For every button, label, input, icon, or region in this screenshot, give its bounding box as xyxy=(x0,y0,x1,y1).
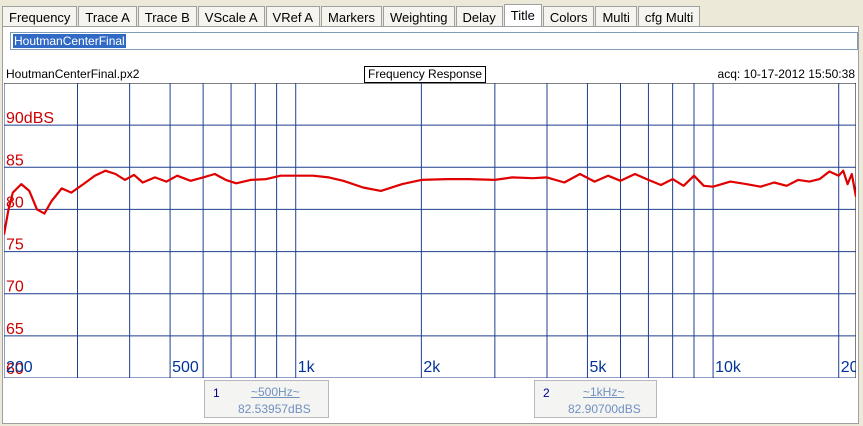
tab-colors[interactable]: Colors xyxy=(542,6,595,27)
tab-vscale-a[interactable]: VScale A xyxy=(197,6,265,27)
marker-1-number: 1 xyxy=(213,386,220,400)
chart-title: Frequency Response xyxy=(364,66,487,83)
tab-trace-a[interactable]: Trace A xyxy=(78,6,137,27)
tab-bar: Frequency Trace A Trace B VScale A VRef A Mar… xyxy=(2,4,701,27)
marker-2-value: 82.90700dBS xyxy=(568,402,641,416)
title-input[interactable]: HoutmanCenterFinal xyxy=(10,32,858,50)
marker-1-box[interactable]: 1 ~500Hz~ 82.53957dBS xyxy=(204,380,329,418)
title-input-text: HoutmanCenterFinal xyxy=(13,34,126,48)
tab-multi[interactable]: Multi xyxy=(595,6,637,27)
x-tick-label: 1k xyxy=(298,359,316,376)
marker-1-value: 82.53957dBS xyxy=(238,402,311,416)
x-tick-label: 2k xyxy=(423,359,441,376)
x-tick-label: 5k xyxy=(589,359,607,376)
x-tick-label: 20k xyxy=(841,359,856,376)
x-tick-label: 200 xyxy=(6,359,33,376)
tab-vref-a[interactable]: VRef A xyxy=(265,6,321,27)
y-tick-label: 90dBS xyxy=(6,110,54,127)
tab-frequency[interactable]: Frequency xyxy=(2,6,78,27)
y-tick-label: 75 xyxy=(6,237,24,254)
tab-markers[interactable]: Markers xyxy=(321,6,382,27)
tab-weighting[interactable]: Weighting xyxy=(382,6,455,27)
marker-2-number: 2 xyxy=(543,386,550,400)
plot-frame xyxy=(4,83,856,378)
frequency-response-trace xyxy=(4,169,856,235)
y-tick-label: 70 xyxy=(6,279,24,296)
y-tick-label: 85 xyxy=(6,152,24,169)
tab-title[interactable]: Title xyxy=(503,4,542,27)
y-tick-label: 60 xyxy=(6,361,24,378)
tab-trace-b[interactable]: Trace B xyxy=(137,6,197,27)
frequency-response-plot[interactable]: 90dBS8580757065602005001k2k5k10k20k xyxy=(4,83,856,378)
acquisition-time: acq: 10-17-2012 15:50:38 xyxy=(717,67,855,81)
tab-cfg-multi[interactable]: cfg Multi xyxy=(637,6,701,27)
y-tick-label: 65 xyxy=(6,321,24,338)
tab-delay[interactable]: Delay xyxy=(455,6,503,27)
marker-2-frequency[interactable]: ~1kHz~ xyxy=(583,385,625,399)
x-tick-label: 500 xyxy=(172,359,199,376)
marker-2-box[interactable]: 2 ~1kHz~ 82.90700dBS xyxy=(534,380,657,418)
marker-1-frequency[interactable]: ~500Hz~ xyxy=(251,385,300,399)
x-tick-label: 10k xyxy=(715,359,742,376)
file-name-label: HoutmanCenterFinal.px2 xyxy=(6,67,140,81)
